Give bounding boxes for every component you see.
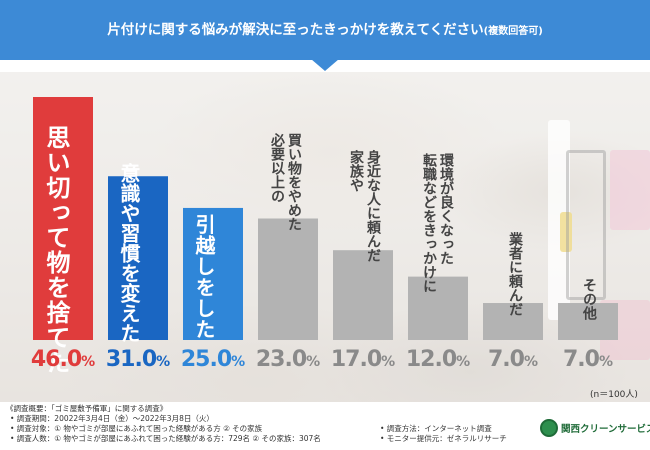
value-label-1-number: 31.0 <box>105 347 157 372</box>
bar-label-0: 思い切って物を捨てた <box>42 125 70 375</box>
bar-label-5-line1: 転職などをきっかけに <box>421 153 437 293</box>
bar-label-4: 身近な人に頼んだ 家族や <box>347 150 381 262</box>
bar-label-7-line1: その他 <box>581 278 597 320</box>
value-label-3: 23.0% <box>248 345 328 377</box>
bar-6 <box>483 303 543 340</box>
bar-5 <box>408 276 468 340</box>
value-label-3-number: 23.0 <box>255 347 307 372</box>
bar-3 <box>258 218 318 340</box>
bar-1 <box>108 176 168 340</box>
photo-cloth <box>610 150 650 230</box>
value-label-7: 7.0% <box>548 345 628 377</box>
bar-label-3-line1: 必要以上の <box>269 133 285 203</box>
photo-frame <box>566 150 606 300</box>
bar-4 <box>333 250 393 340</box>
bar-label-6-line1: 業者に頼んだ <box>507 232 523 316</box>
value-label-0-number: 46.0 <box>30 347 82 372</box>
survey-overview: 《調査概要：「ゴミ屋敷予備軍」に関する調査》 <box>6 404 168 413</box>
bar-label-5-line2: 環境が良くなった <box>438 153 454 265</box>
bar-label-7: その他 <box>580 278 597 320</box>
survey-target: • 調査対象：① 物やゴミが部屋にあふれて困った経験がある方 ② その家族 <box>10 424 263 433</box>
value-label-3-unit: % <box>306 354 321 370</box>
value-label-6-unit: % <box>523 354 538 370</box>
survey-count: • 調査人数：① 物やゴミが部屋にあふれて困った経験がある方：729名 ② その… <box>10 434 321 443</box>
value-label-2: 25.0% <box>173 345 253 377</box>
value-label-5: 12.0% <box>398 345 478 377</box>
company-logo: 関西クリーンサービス <box>540 418 650 438</box>
value-label-4-number: 17.0 <box>330 347 382 372</box>
bar-label-5: 環境が良くなった 転職などをきっかけに <box>420 153 454 293</box>
banner-pointer <box>311 59 339 71</box>
value-label-5-number: 12.0 <box>405 347 457 372</box>
value-label-5-unit: % <box>456 354 471 370</box>
sample-size-note: (n＝100人) <box>590 390 638 400</box>
value-label-7-unit: % <box>598 354 613 370</box>
value-label-2-number: 25.0 <box>180 347 232 372</box>
value-label-4-unit: % <box>381 354 396 370</box>
bar-0 <box>33 97 93 340</box>
bar-7 <box>558 303 618 340</box>
bar-label-6: 業者に頼んだ <box>506 232 523 316</box>
value-label-6: 7.0% <box>473 345 553 377</box>
bar-label-3-line2: 買い物をやめた <box>286 133 302 231</box>
value-label-0-unit: % <box>81 354 96 370</box>
bar-label-2: 引越しをした <box>192 214 216 340</box>
photo-curtain <box>548 120 570 320</box>
value-label-4: 17.0% <box>323 345 403 377</box>
value-label-1: 31.0% <box>98 345 178 377</box>
logo-globe-icon <box>540 419 558 437</box>
value-label-6-number: 7.0 <box>487 347 525 372</box>
bar-label-3: 買い物をやめた 必要以上の <box>268 133 302 231</box>
photo-bottle <box>560 212 572 252</box>
value-label-2-unit: % <box>231 354 246 370</box>
survey-period: • 調査期間：20022年3月4日（金）〜2022年3月8日（火） <box>10 414 214 423</box>
chart-title-main: 片付けに関する悩みが解決に至ったきっかけを教えてください <box>107 22 484 38</box>
value-label-7-number: 7.0 <box>562 347 600 372</box>
value-label-0: 46.0% <box>23 345 103 377</box>
bar-label-4-line1: 家族や <box>348 150 364 192</box>
bar-2 <box>183 207 243 340</box>
chart-title-sub: (複数回答可) <box>483 26 543 37</box>
bar-label-1: 意識や習慣を変えた <box>117 163 141 343</box>
bar-label-4-line2: 身近な人に頼んだ <box>365 150 381 262</box>
logo-text: 関西クリーンサービス <box>561 424 650 435</box>
chart-title: 片付けに関する悩みが解決に至ったきっかけを教えてください(複数回答可) <box>0 0 650 60</box>
title-banner <box>0 0 650 60</box>
survey-method: • 調査方法：インターネット調査 <box>380 424 492 433</box>
survey-provider: • モニター提供元：ゼネラルリサーチ <box>380 434 507 443</box>
value-label-1-unit: % <box>156 354 171 370</box>
